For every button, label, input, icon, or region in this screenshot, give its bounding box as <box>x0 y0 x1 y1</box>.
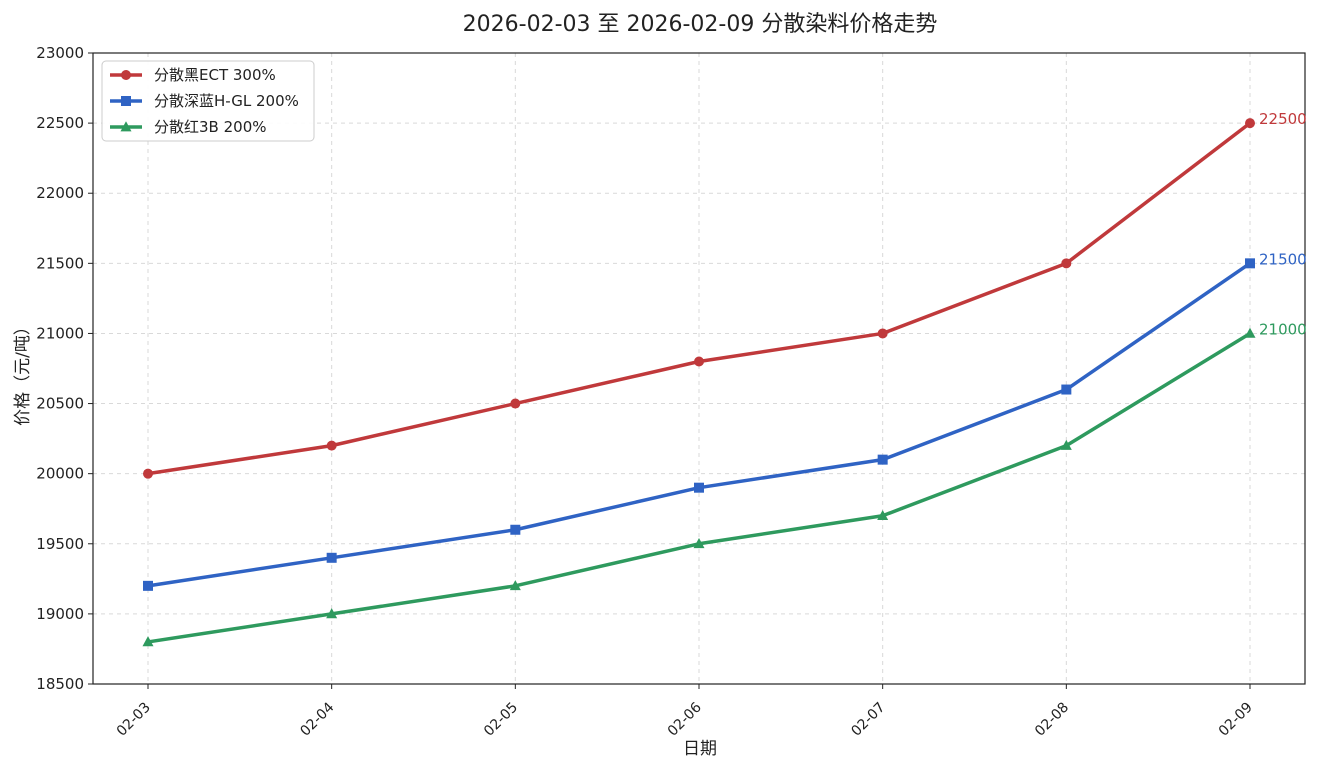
legend-item: 分散红3B 200% <box>110 118 267 136</box>
y-tick-label: 20000 <box>36 465 84 483</box>
y-tick-label: 19500 <box>36 535 84 553</box>
legend-label: 分散红3B 200% <box>154 118 267 136</box>
legend-swatch-marker <box>121 70 131 80</box>
data-point <box>510 524 521 535</box>
data-point <box>510 398 521 409</box>
data-point <box>1061 258 1072 269</box>
data-point <box>877 509 889 521</box>
data-point <box>143 468 153 479</box>
legend: 分散黑ECT 300% 分散深蓝H-GL 200% 分散红3B 200% <box>101 60 315 142</box>
data-point <box>1245 118 1255 129</box>
legend-label: 分散深蓝H-GL 200% <box>154 92 299 110</box>
x-axis-ticks: 02-03 02-04 02-05 02-06 02-07 02-08 02-09 <box>114 684 1256 740</box>
data-point <box>326 608 338 619</box>
x-tick-label: 02-09 <box>1216 700 1256 740</box>
series-0: 22500 <box>143 110 1307 479</box>
legend-box <box>101 60 315 142</box>
x-tick-label: 02-06 <box>665 699 705 739</box>
series-layer: 22500 21500 21000 <box>142 110 1307 647</box>
data-point <box>1244 327 1256 338</box>
legend-label: 分散黑ECT 300% <box>154 66 276 84</box>
end-value-label: 22500 <box>1259 110 1307 128</box>
data-point <box>877 328 888 339</box>
legend-swatch-marker <box>121 96 131 106</box>
legend-swatch-marker <box>120 121 132 132</box>
data-point <box>326 552 337 563</box>
x-axis-label: 日期 <box>683 739 717 759</box>
x-tick-label: 02-08 <box>1032 700 1072 740</box>
data-point <box>326 440 337 451</box>
data-point <box>694 482 704 493</box>
y-tick-label: 19000 <box>36 605 84 623</box>
data-point <box>1061 384 1072 395</box>
y-tick-label: 23000 <box>36 44 84 62</box>
legend-item: 分散黑ECT 300% <box>110 66 276 84</box>
end-value-label: 21000 <box>1259 320 1307 338</box>
data-point <box>1060 439 1072 450</box>
x-tick-label: 02-03 <box>114 700 154 740</box>
chart-title: 2026-02-03 至 2026-02-09 分散染料价格走势 <box>463 12 938 37</box>
end-value-label: 21500 <box>1259 250 1307 268</box>
data-point <box>143 580 153 591</box>
data-point <box>142 636 154 647</box>
grid-layer <box>93 53 1305 684</box>
x-tick-label: 02-07 <box>848 700 888 740</box>
y-tick-label: 20500 <box>36 395 84 413</box>
data-point <box>1245 258 1255 269</box>
data-point <box>509 580 521 591</box>
y-tick-label: 22500 <box>36 114 84 132</box>
y-tick-label: 18500 <box>36 675 84 693</box>
y-tick-label: 22000 <box>36 184 84 202</box>
x-tick-label: 02-05 <box>481 700 521 740</box>
y-axis-label: 价格（元/吨） <box>13 318 33 426</box>
data-point <box>693 538 705 549</box>
y-tick-label: 21500 <box>36 254 84 272</box>
y-axis-ticks: 18500 19000 19500 20000 20500 21000 21500 22000… <box>36 44 93 693</box>
series-2: 21000 <box>142 320 1307 647</box>
data-point <box>694 356 704 367</box>
y-tick-label: 21000 <box>36 324 84 342</box>
x-tick-label: 02-04 <box>297 699 337 739</box>
legend-item: 分散深蓝H-GL 200% <box>110 92 299 110</box>
series-1: 21500 <box>143 250 1307 591</box>
data-point <box>877 454 888 465</box>
